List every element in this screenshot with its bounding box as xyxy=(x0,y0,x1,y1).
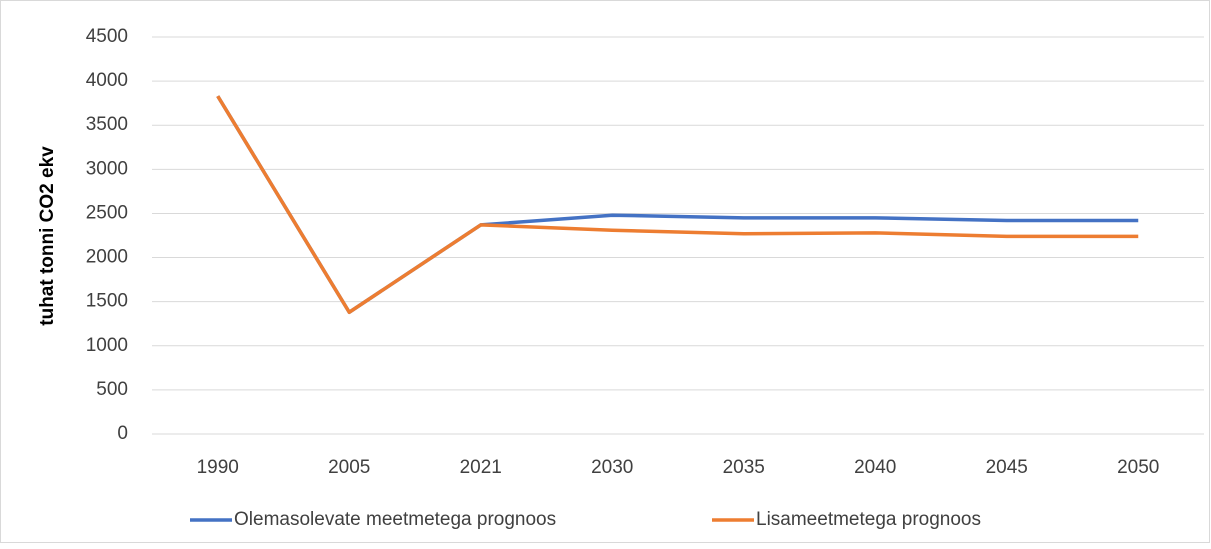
legend-label: Lisameetmetega prognoos xyxy=(756,509,981,530)
x-tick-label: 2050 xyxy=(1117,457,1159,478)
y-tick-label: 0 xyxy=(117,423,128,444)
x-tick-label: 2045 xyxy=(986,457,1028,478)
y-tick-label: 1500 xyxy=(86,291,128,312)
y-tick-label: 2500 xyxy=(86,202,128,223)
x-tick-label: 2030 xyxy=(591,457,633,478)
y-tick-label: 3500 xyxy=(86,114,128,135)
series-line xyxy=(216,95,1139,315)
x-tick-label: 2021 xyxy=(460,457,502,478)
x-tick-label: 2005 xyxy=(328,457,370,478)
y-tick-label: 4000 xyxy=(86,70,128,91)
legend-label: Olemasolevate meetmetega prognoos xyxy=(234,509,556,530)
x-tick-label: 2040 xyxy=(854,457,896,478)
x-tick-label: 1990 xyxy=(197,457,239,478)
y-tick-label: 1000 xyxy=(86,335,128,356)
y-axis-label: tuhat tonni CO2 ekv xyxy=(37,146,58,326)
y-tick-label: 3000 xyxy=(86,158,128,179)
y-tick-label: 4500 xyxy=(86,26,128,47)
x-tick-label: 2035 xyxy=(723,457,765,478)
y-tick-label: 2000 xyxy=(86,247,128,268)
y-tick-label: 500 xyxy=(96,379,128,400)
